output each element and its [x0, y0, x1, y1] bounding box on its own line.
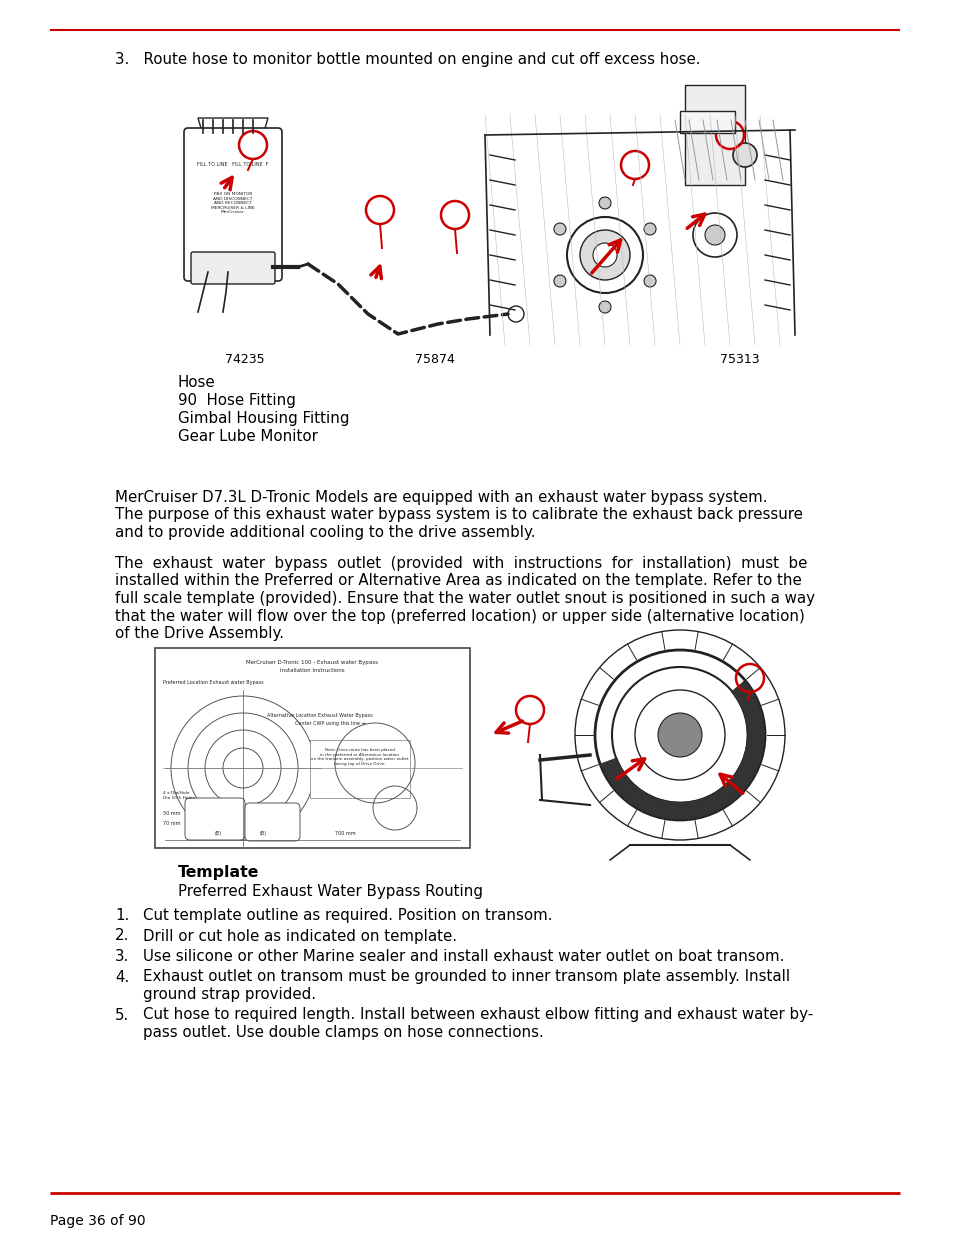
Text: Use silicone or other Marine sealer and install exhaust water outlet on boat tra: Use silicone or other Marine sealer and …	[143, 948, 783, 965]
Text: 75313: 75313	[720, 353, 760, 366]
FancyBboxPatch shape	[191, 252, 274, 284]
Circle shape	[643, 224, 656, 235]
Bar	[154, 648, 470, 848]
Text: 4 x Dia/Hole
Dia 10.5 Holes: 4 x Dia/Hole Dia 10.5 Holes	[163, 790, 194, 799]
Circle shape	[732, 143, 757, 167]
Text: 2.: 2.	[115, 929, 130, 944]
Text: Alternative Location Exhaust Water Bypass: Alternative Location Exhaust Water Bypas…	[267, 713, 373, 718]
Text: 70 mm: 70 mm	[163, 821, 180, 826]
Text: that the water will flow over the top (preferred location) or upper side (altern: that the water will flow over the top (p…	[115, 609, 804, 624]
Text: (B): (B)	[260, 831, 267, 836]
Circle shape	[507, 306, 523, 322]
Text: of the Drive Assembly.: of the Drive Assembly.	[115, 626, 284, 641]
Text: Center CWP using this line →: Center CWP using this line →	[294, 721, 365, 726]
Text: 3.   Route hose to monitor bottle mounted on engine and cut off excess hose.: 3. Route hose to monitor bottle mounted …	[115, 52, 700, 67]
FancyBboxPatch shape	[184, 128, 282, 282]
Text: and to provide additional cooling to the drive assembly.: and to provide additional cooling to the…	[115, 525, 535, 540]
Wedge shape	[599, 680, 764, 820]
Text: ground strap provided.: ground strap provided.	[143, 987, 315, 1002]
Text: Drill or cut hole as indicated on template.: Drill or cut hole as indicated on templa…	[143, 929, 456, 944]
Text: Template: Template	[178, 864, 259, 881]
Text: 4.: 4.	[115, 969, 129, 984]
Text: Cut hose to required length. Install between exhaust elbow fitting and exhaust w: Cut hose to required length. Install bet…	[143, 1008, 812, 1023]
Circle shape	[554, 275, 565, 287]
Text: Exhaust outlet on transom must be grounded to inner transom plate assembly. Inst: Exhaust outlet on transom must be ground…	[143, 969, 789, 984]
FancyBboxPatch shape	[684, 85, 744, 185]
Circle shape	[598, 198, 610, 209]
Text: Page 36 of 90: Page 36 of 90	[50, 1214, 146, 1228]
Text: The  exhaust  water  bypass  outlet  (provided  with  instructions  for  install: The exhaust water bypass outlet (provide…	[115, 556, 806, 571]
Text: Hose: Hose	[178, 375, 215, 390]
Text: 75874: 75874	[415, 353, 455, 366]
Text: Cut template outline as required. Position on transom.: Cut template outline as required. Positi…	[143, 908, 552, 923]
FancyBboxPatch shape	[679, 111, 734, 133]
Text: The purpose of this exhaust water bypass system is to calibrate the exhaust back: The purpose of this exhaust water bypass…	[115, 508, 802, 522]
Text: pass outlet. Use double clamps on hose connections.: pass outlet. Use double clamps on hose c…	[143, 1025, 543, 1040]
Circle shape	[704, 225, 724, 245]
Text: Gimbal Housing Fitting: Gimbal Housing Fitting	[178, 411, 349, 426]
Text: Installation Instructions: Installation Instructions	[279, 668, 344, 673]
Circle shape	[658, 713, 701, 757]
FancyBboxPatch shape	[185, 798, 245, 840]
Text: 5.: 5.	[115, 1008, 129, 1023]
Polygon shape	[198, 119, 268, 135]
Text: Preferred Exhaust Water Bypass Routing: Preferred Exhaust Water Bypass Routing	[178, 884, 482, 899]
Circle shape	[612, 667, 747, 803]
FancyBboxPatch shape	[245, 803, 299, 841]
Text: 1.: 1.	[115, 908, 129, 923]
Text: (B): (B)	[214, 831, 222, 836]
Circle shape	[593, 243, 617, 267]
Text: installed within the Preferred or Alternative Area as indicated on the template.: installed within the Preferred or Altern…	[115, 573, 801, 589]
Text: 90  Hose Fitting: 90 Hose Fitting	[178, 393, 295, 408]
Circle shape	[643, 275, 656, 287]
Text: PAX ON MONITOR
AND DISCONNECT
AND RECONNECT
MERCRUISER & LINE
MerCruiser: PAX ON MONITOR AND DISCONNECT AND RECONN…	[211, 191, 254, 215]
Circle shape	[566, 217, 642, 293]
Text: MerCruiser D-Tronic 100 - Exhaust water Bypass: MerCruiser D-Tronic 100 - Exhaust water …	[246, 659, 377, 664]
Text: Preferred Location Exhaust water Bypass: Preferred Location Exhaust water Bypass	[163, 680, 263, 685]
Text: full scale template (provided). Ensure that the water outlet snout is positioned: full scale template (provided). Ensure t…	[115, 592, 814, 606]
Text: 700 mm: 700 mm	[335, 831, 355, 836]
Text: 3.: 3.	[115, 948, 129, 965]
Text: MerCruiser D7.3L D-Tronic Models are equipped with an exhaust water bypass syste: MerCruiser D7.3L D-Tronic Models are equ…	[115, 490, 767, 505]
Bar	[310, 740, 410, 798]
Circle shape	[692, 212, 737, 257]
Text: 74235: 74235	[225, 353, 265, 366]
Circle shape	[579, 230, 629, 280]
Text: Gear Lube Monitor: Gear Lube Monitor	[178, 429, 317, 445]
Text: 50 mm: 50 mm	[163, 811, 180, 816]
Text: FILL TO LINE   FILL TO LINE  F: FILL TO LINE FILL TO LINE F	[197, 162, 269, 167]
Circle shape	[554, 224, 565, 235]
Text: Note: Once route has been placed
in the preferred or Alternative location
on the: Note: Once route has been placed in the …	[311, 748, 408, 766]
Circle shape	[598, 301, 610, 312]
